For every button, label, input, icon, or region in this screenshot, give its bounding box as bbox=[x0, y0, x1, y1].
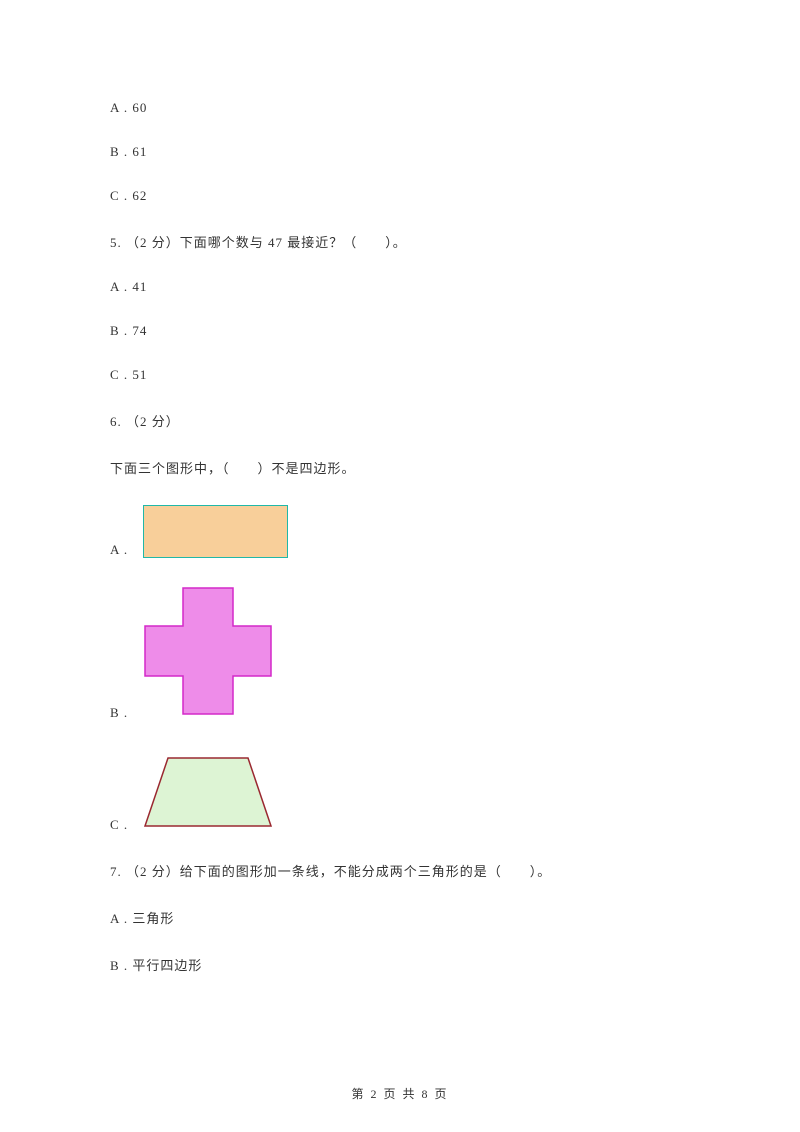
q6-option-c-row: C . bbox=[110, 756, 690, 833]
trapezoid-shape-icon bbox=[143, 756, 273, 833]
q6-option-a-label: A . bbox=[110, 542, 128, 558]
q7-option-a: A . 三角形 bbox=[110, 908, 690, 927]
cross-shape-icon bbox=[143, 586, 273, 721]
page-footer: 第 2 页 共 8 页 bbox=[0, 1085, 800, 1102]
q7-text: 7. （2 分）给下面的图形加一条线，不能分成两个三角形的是（ ）。 bbox=[110, 861, 690, 880]
q6-option-b-row: B . bbox=[110, 586, 690, 721]
q6-option-c-label: C . bbox=[110, 817, 128, 833]
q4-option-a: A . 60 bbox=[110, 100, 690, 116]
page-content: A . 60 B . 61 C . 62 5. （2 分）下面哪个数与 47 最… bbox=[0, 0, 800, 1042]
q7-option-b: B . 平行四边形 bbox=[110, 955, 690, 974]
q5-text: 5. （2 分）下面哪个数与 47 最接近？（ ）。 bbox=[110, 232, 690, 251]
q6-option-b-label: B . bbox=[110, 705, 128, 721]
cross-polygon bbox=[145, 588, 271, 714]
q6-text: 下面三个图形中，（ ）不是四边形。 bbox=[110, 458, 690, 477]
q5-option-c: C . 51 bbox=[110, 367, 690, 383]
q4-option-c: C . 62 bbox=[110, 188, 690, 204]
rectangle-shape-icon bbox=[143, 505, 288, 558]
q5-option-b: B . 74 bbox=[110, 323, 690, 339]
q4-option-b: B . 61 bbox=[110, 144, 690, 160]
trapezoid-polygon bbox=[145, 758, 271, 826]
q6-option-a-row: A . bbox=[110, 505, 690, 558]
q5-option-a: A . 41 bbox=[110, 279, 690, 295]
q6-header: 6. （2 分） bbox=[110, 411, 690, 430]
